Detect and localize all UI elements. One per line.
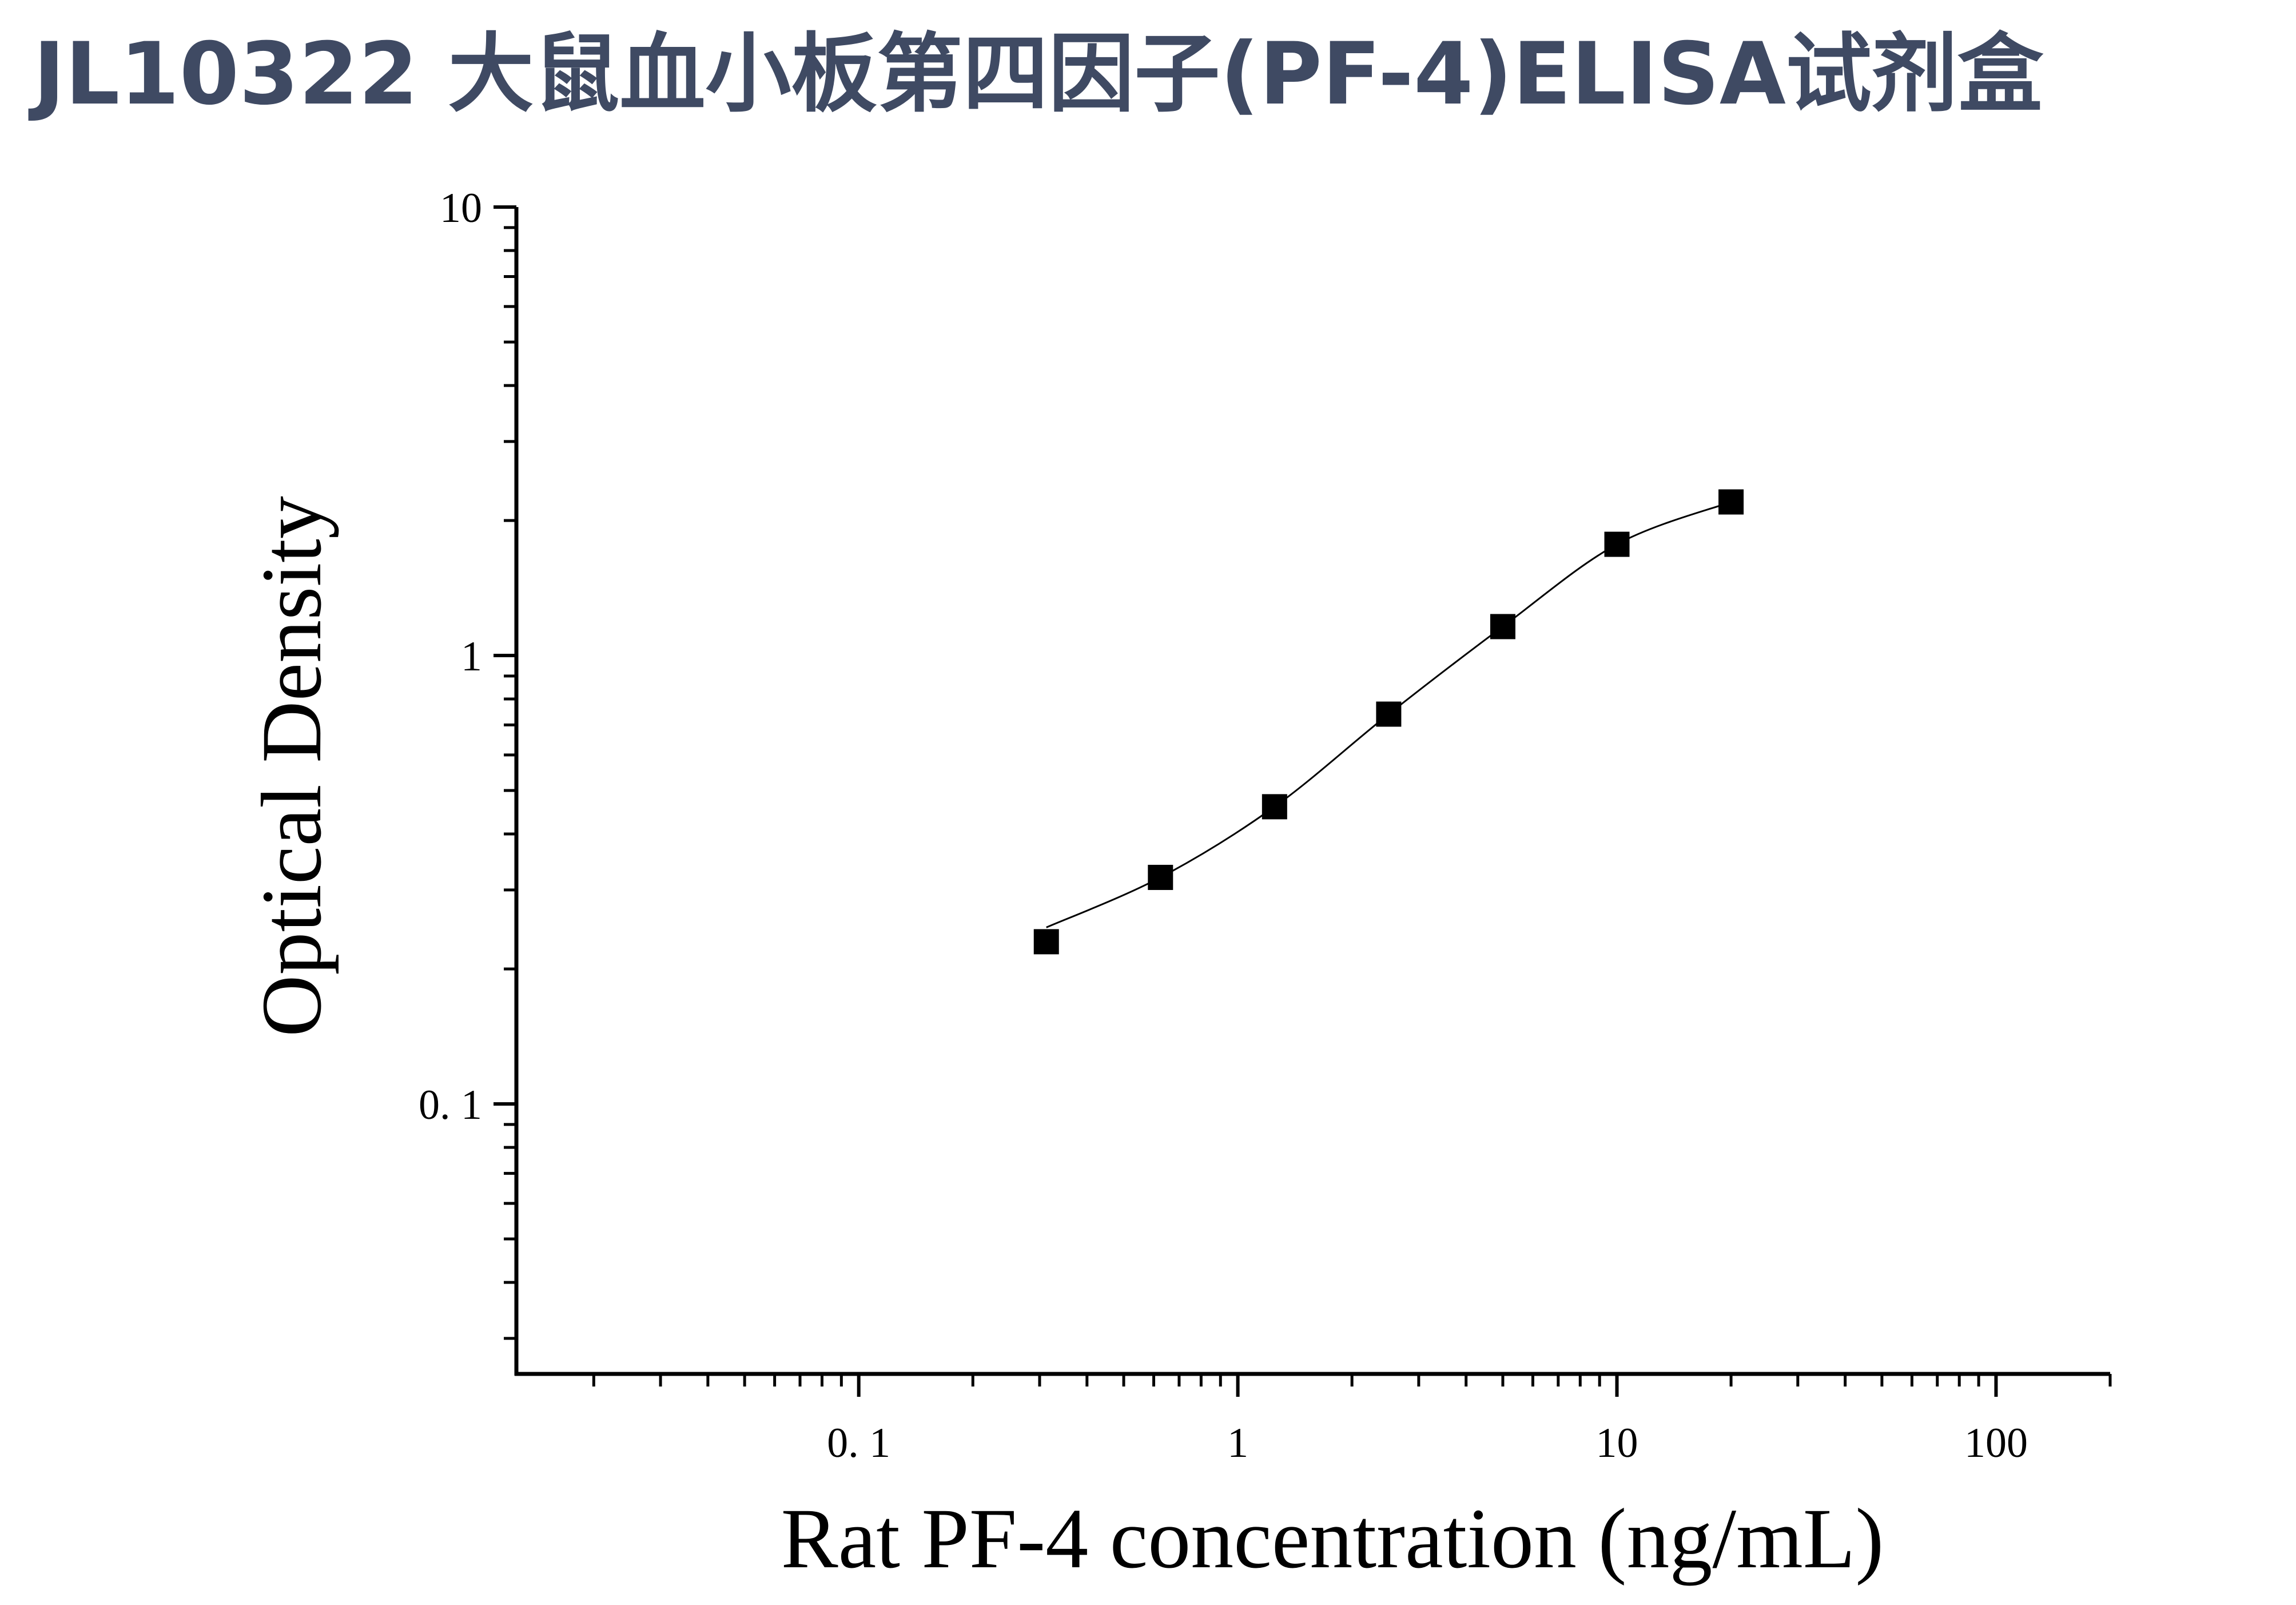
data-point bbox=[1376, 701, 1402, 727]
x-axis-major-ticks bbox=[857, 1374, 1998, 1397]
data-point bbox=[1604, 531, 1630, 557]
y-tick-label: 0. 1 bbox=[419, 1082, 482, 1129]
x-axis-minor-ticks bbox=[592, 1374, 2112, 1387]
data-point bbox=[1262, 794, 1287, 820]
x-tick-label: 100 bbox=[1964, 1420, 2028, 1467]
y-tick-label: 1 bbox=[461, 633, 482, 680]
x-tick-label: 1 bbox=[1227, 1420, 1248, 1467]
x-tick-label: 10 bbox=[1596, 1420, 1638, 1467]
page-title: JL10322 大鼠血小板第四因子(PF-4)ELISA试剂盒 bbox=[33, 25, 2043, 124]
y-axis-minor-ticks bbox=[504, 226, 516, 1340]
data-points bbox=[1033, 489, 1744, 955]
data-point bbox=[1033, 929, 1059, 955]
y-axis-label: Optical Density bbox=[244, 496, 339, 1037]
data-point bbox=[1148, 864, 1173, 890]
y-axis-major-ticks bbox=[494, 205, 516, 1106]
y-tick-label: 10 bbox=[440, 185, 482, 232]
data-point bbox=[1490, 614, 1515, 639]
x-axis-label: Rat PF-4 concentration (ng/mL) bbox=[781, 1491, 1884, 1586]
y-axis-tick-labels: 0. 1 1 10 bbox=[419, 185, 482, 1129]
data-point bbox=[1718, 489, 1744, 515]
x-tick-label: 0. 1 bbox=[827, 1420, 890, 1467]
x-axis-tick-labels: 0. 1 1 10 100 bbox=[827, 1420, 2028, 1467]
